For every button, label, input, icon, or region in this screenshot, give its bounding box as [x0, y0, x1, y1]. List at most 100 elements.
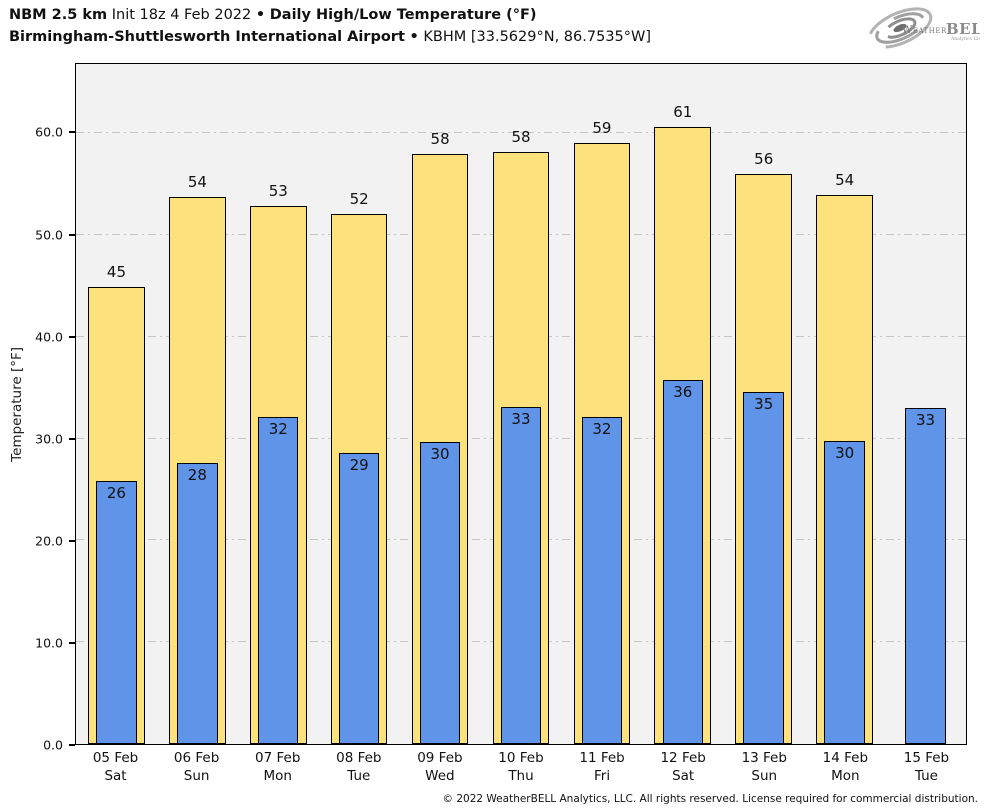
x-label-day: Sat — [672, 768, 695, 784]
y-tick-label: 20.0 — [35, 533, 63, 549]
high-value-label: 52 — [349, 189, 369, 208]
low-value-label: 30 — [835, 443, 855, 462]
x-label: 13 Feb Sun — [724, 749, 805, 785]
gridline — [76, 132, 966, 134]
y-tick-mark — [69, 131, 75, 134]
high-value-label: 56 — [754, 149, 774, 168]
x-label-date: 12 Feb — [660, 750, 706, 766]
title-bullet-2: • — [409, 29, 419, 45]
y-tick-mark — [69, 744, 75, 746]
high-value-label: 58 — [430, 129, 450, 148]
x-label-day: Sat — [104, 768, 127, 784]
low-value-label: 36 — [673, 382, 693, 401]
footer-copyright: © 2022 WeatherBELL Analytics, LLC. All r… — [442, 793, 978, 805]
low-bar: 33 — [500, 407, 542, 744]
x-label-date: 10 Feb — [498, 750, 544, 766]
logo-text-weather: Weather — [902, 25, 947, 36]
bar-slot: 59 32 — [561, 64, 642, 744]
logo-swirl-icon — [867, 7, 933, 49]
bar-slot: 54 30 — [804, 64, 885, 744]
bar-slot: 58 30 — [400, 64, 481, 744]
x-label-day: Tue — [914, 768, 938, 784]
x-label: 11 Feb Fri — [562, 749, 643, 785]
bar-slot: 54 28 — [157, 64, 238, 744]
y-tick-mark — [69, 233, 75, 236]
low-bar: 36 — [662, 379, 704, 744]
y-tick-label: 30.0 — [35, 431, 63, 447]
title-bullet: • — [255, 7, 266, 23]
low-bar: 33 — [905, 408, 946, 744]
x-label: 06 Feb Sun — [156, 749, 237, 785]
x-label: 09 Feb Wed — [399, 749, 480, 785]
low-bar: 35 — [743, 391, 784, 744]
x-label-date: 05 Feb — [92, 750, 139, 766]
x-label: 10 Feb Thu — [480, 749, 561, 785]
x-label-day: Fri — [594, 768, 611, 784]
high-value-label: 54 — [187, 173, 207, 192]
low-value-label: 28 — [187, 466, 207, 485]
x-label-day: Sun — [183, 768, 210, 784]
x-label-date: 06 Feb — [173, 750, 220, 766]
x-label-date: 07 Feb — [255, 750, 301, 766]
bar-slot: 56 35 — [723, 64, 804, 744]
logo-text-bell: BELL — [946, 20, 980, 38]
low-bar: 32 — [581, 417, 623, 744]
x-label: 12 Feb Sat — [643, 749, 724, 785]
x-label-day: Thu — [508, 768, 534, 784]
high-value-label: 61 — [673, 103, 693, 122]
y-tick-mark — [69, 437, 75, 440]
init-time: Init 18z 4 Feb 2022 — [111, 7, 252, 23]
x-label: 05 Feb Sat — [75, 749, 156, 785]
low-value-label: 33 — [915, 411, 936, 430]
low-value-label: 30 — [430, 444, 450, 463]
x-label-day: Wed — [425, 768, 455, 784]
bar-slot: 52 29 — [319, 64, 400, 744]
weatherbell-logo: Weather BELL Analytics LLC — [867, 7, 980, 49]
x-axis-labels: 05 Feb Sat 06 Feb Sun 07 Feb Mon 08 Feb Tue 09 F… — [75, 749, 967, 789]
low-value-label: 29 — [349, 455, 369, 474]
low-value-label: 26 — [106, 484, 126, 503]
y-tick-label: 10.0 — [35, 635, 63, 651]
x-label-date: 09 Feb — [417, 750, 463, 766]
station-id: KBHM [33.5629°N, 86.7535°W] — [423, 29, 652, 45]
y-tick-label: 60.0 — [35, 124, 63, 140]
x-label-day: Mon — [831, 768, 860, 784]
bar-slot: 61 36 — [642, 64, 723, 744]
bar-slot: 53 32 — [238, 64, 319, 744]
page-title-line1: NBM 2.5 km Init 18z 4 Feb 2022 • Daily H… — [9, 5, 537, 25]
high-value-label: 53 — [268, 181, 288, 200]
y-tick-mark — [69, 539, 75, 542]
plot-area: 45 26 54 28 53 32 52 29 58 30 58 33 59 32 61 36 56 35 54 30… — [75, 63, 967, 745]
x-label-date: 13 Feb — [741, 750, 787, 766]
product-name: Daily High/Low Temperature (°F) — [269, 7, 537, 23]
x-label-date: 14 Feb — [822, 750, 869, 766]
x-label-day: Tue — [347, 768, 371, 784]
y-tick-mark — [69, 641, 75, 644]
low-value-label: 35 — [754, 394, 774, 413]
low-value-label: 32 — [268, 420, 288, 439]
x-label-date: 08 Feb — [336, 750, 382, 766]
y-tick-label: 0.0 — [43, 737, 63, 753]
high-value-label: 58 — [511, 127, 531, 146]
x-label: 14 Feb Mon — [805, 749, 886, 785]
low-bar: 30 — [419, 441, 461, 744]
low-bar: 28 — [177, 463, 218, 744]
y-tick-mark — [69, 335, 75, 338]
high-value-label: 54 — [835, 171, 855, 190]
bar-slot: 45 26 — [76, 64, 157, 744]
x-label-day: Sun — [751, 768, 778, 784]
bar-slot: 33 — [885, 64, 966, 744]
page-title-line2: Birmingham-Shuttlesworth International A… — [9, 27, 651, 47]
x-label-date: 11 Feb — [579, 750, 625, 766]
y-tick-label: 40.0 — [35, 329, 63, 345]
high-value-label: 59 — [592, 119, 612, 138]
low-bar: 30 — [824, 440, 865, 744]
x-label: 07 Feb Mon — [237, 749, 318, 785]
low-value-label: 32 — [592, 420, 612, 439]
x-label: 08 Feb Tue — [318, 749, 399, 785]
x-label-day: Mon — [263, 768, 292, 784]
model-name: NBM 2.5 km — [9, 7, 108, 23]
high-value-label: 45 — [106, 262, 126, 281]
x-label-date: 15 Feb — [903, 750, 950, 766]
